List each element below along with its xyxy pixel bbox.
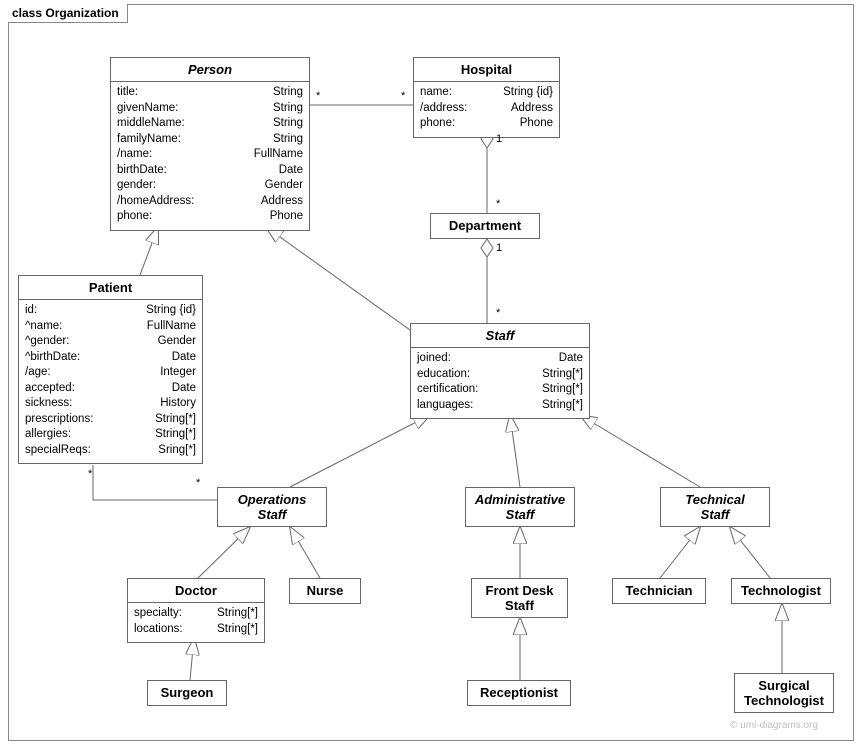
class-title: TechnicalStaff [661,488,769,526]
class-Department: Department [430,213,540,239]
class-title: Hospital [414,58,559,81]
attr-row: locations:String[*] [134,622,258,638]
class-Surgeon: Surgeon [147,680,227,706]
attr-row: ^name:FullName [25,319,196,335]
class-title: Front DeskStaff [472,579,567,617]
multiplicity-label: * [316,90,320,102]
multiplicity-label: 1 [496,133,502,145]
class-title: Staff [411,324,589,347]
class-OperationsStaff: OperationsStaff [217,487,327,527]
class-title: SurgicalTechnologist [735,674,833,712]
attr-row: ^gender:Gender [25,334,196,350]
attr-row: title:String [117,85,303,101]
class-title: Nurse [290,579,360,602]
class-Receptionist: Receptionist [467,680,571,706]
class-Doctor: Doctorspecialty:String[*]locations:Strin… [127,578,265,643]
class-Technician: Technician [612,578,706,604]
class-attributes: specialty:String[*]locations:String[*] [128,602,264,642]
class-attributes: id:String {id}^name:FullName^gender:Gend… [19,299,202,463]
multiplicity-label: * [88,468,92,480]
class-SurgicalTechnologist: SurgicalTechnologist [734,673,834,713]
attr-row: phone:Phone [117,209,303,225]
class-Person: Persontitle:StringgivenName:Stringmiddle… [110,57,310,231]
multiplicity-label: * [401,90,405,102]
class-title: OperationsStaff [218,488,326,526]
class-title: Patient [19,276,202,299]
class-title: Surgeon [148,681,226,704]
class-Patient: Patientid:String {id}^name:FullName^gend… [18,275,203,464]
attr-row: education:String[*] [417,367,583,383]
attr-row: certification:String[*] [417,382,583,398]
attr-row: phone:Phone [420,116,553,132]
attr-row: joined:Date [417,351,583,367]
multiplicity-label: * [496,307,500,319]
class-Hospital: Hospitalname:String {id}/address:Address… [413,57,560,138]
class-title: Technologist [732,579,830,602]
attr-row: ^birthDate:Date [25,350,196,366]
copyright-text: © uml-diagrams.org [730,720,818,731]
class-title: Doctor [128,579,264,602]
attr-row: specialty:String[*] [134,606,258,622]
class-title: Department [431,214,539,237]
multiplicity-label: 1 [496,242,502,254]
attr-row: /homeAddress:Address [117,194,303,210]
attr-row: birthDate:Date [117,163,303,179]
class-Technologist: Technologist [731,578,831,604]
attr-row: givenName:String [117,101,303,117]
class-Staff: Staffjoined:Dateeducation:String[*]certi… [410,323,590,419]
attr-row: id:String {id} [25,303,196,319]
attr-row: allergies:String[*] [25,427,196,443]
multiplicity-label: * [196,477,200,489]
class-attributes: name:String {id}/address:Addressphone:Ph… [414,81,559,137]
multiplicity-label: * [496,198,500,210]
class-Nurse: Nurse [289,578,361,604]
class-title: Receptionist [468,681,570,704]
attr-row: middleName:String [117,116,303,132]
attr-row: specialReqs:Sring[*] [25,443,196,459]
class-title: Person [111,58,309,81]
attr-row: gender:Gender [117,178,303,194]
attr-row: languages:String[*] [417,398,583,414]
attr-row: /age:Integer [25,365,196,381]
class-title: Technician [613,579,705,602]
uml-diagram-canvas: class Organization Persontitle:Stringgiv… [0,0,860,747]
class-title: AdministrativeStaff [466,488,574,526]
attr-row: /name:FullName [117,147,303,163]
attr-row: sickness:History [25,396,196,412]
class-attributes: title:StringgivenName:StringmiddleName:S… [111,81,309,230]
attr-row: familyName:String [117,132,303,148]
class-TechnicalStaff: TechnicalStaff [660,487,770,527]
class-FrontDeskStaff: Front DeskStaff [471,578,568,618]
attr-row: name:String {id} [420,85,553,101]
attr-row: /address:Address [420,101,553,117]
attr-row: accepted:Date [25,381,196,397]
package-tab: class Organization [8,4,128,23]
attr-row: prescriptions:String[*] [25,412,196,428]
class-AdministrativeStaff: AdministrativeStaff [465,487,575,527]
class-attributes: joined:Dateeducation:String[*]certificat… [411,347,589,418]
